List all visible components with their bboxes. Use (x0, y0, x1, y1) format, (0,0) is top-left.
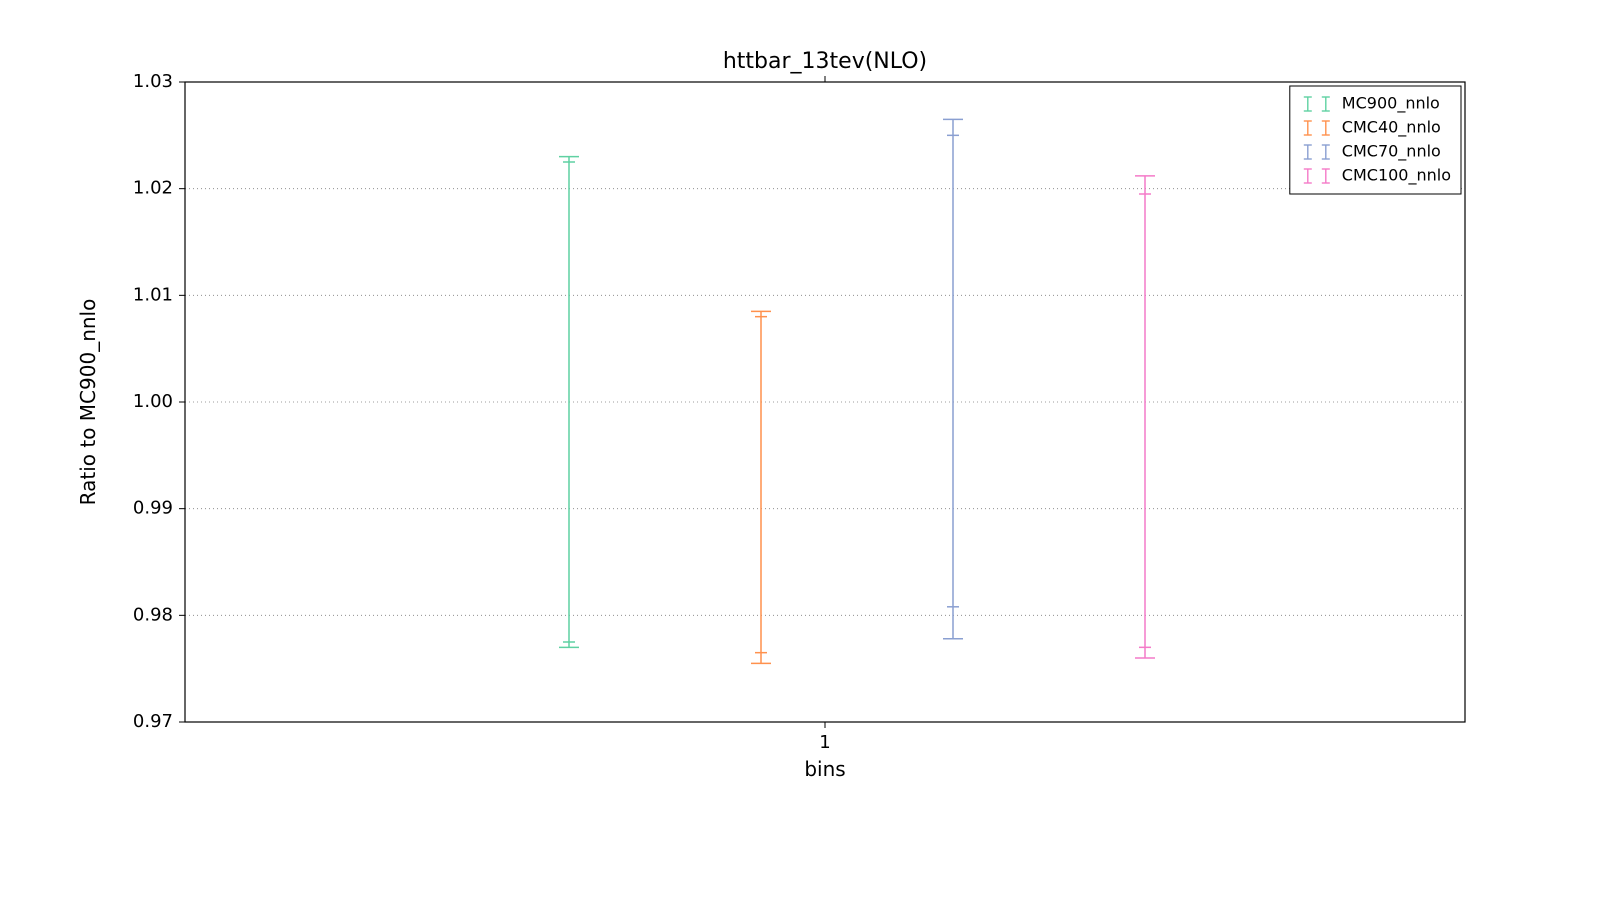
legend-label: MC900_nnlo (1342, 94, 1440, 114)
ytick-label: 0.97 (133, 711, 173, 732)
x-axis-label: bins (804, 757, 845, 781)
ytick-label: 1.03 (133, 71, 173, 92)
ytick-label: 1.00 (133, 391, 173, 412)
ytick-label: 0.99 (133, 498, 173, 519)
errorbar-chart: 0.97 0.98 0.99 1.00 1.01 1.02 1.03 1 Ratio to MC… (0, 0, 1600, 900)
ytick-label: 0.98 (133, 604, 173, 625)
ytick-label: 1.02 (133, 178, 173, 199)
legend-label: CMC40_nnlo (1342, 118, 1441, 138)
legend-label: CMC70_nnlo (1342, 142, 1441, 162)
y-axis-label: Ratio to MC900_nnlo (76, 299, 100, 506)
legend-label: CMC100_nnlo (1342, 166, 1451, 186)
xtick-label: 1 (819, 732, 830, 753)
ytick-label: 1.01 (133, 284, 173, 305)
legend: MC900_nnlo CMC40_nnlo CMC70_nnlo CMC100_nnl… (1290, 86, 1461, 194)
chart-container: 0.97 0.98 0.99 1.00 1.01 1.02 1.03 1 Ratio to MC… (0, 0, 1600, 900)
chart-title: httbar_13tev(NLO) (723, 49, 927, 74)
